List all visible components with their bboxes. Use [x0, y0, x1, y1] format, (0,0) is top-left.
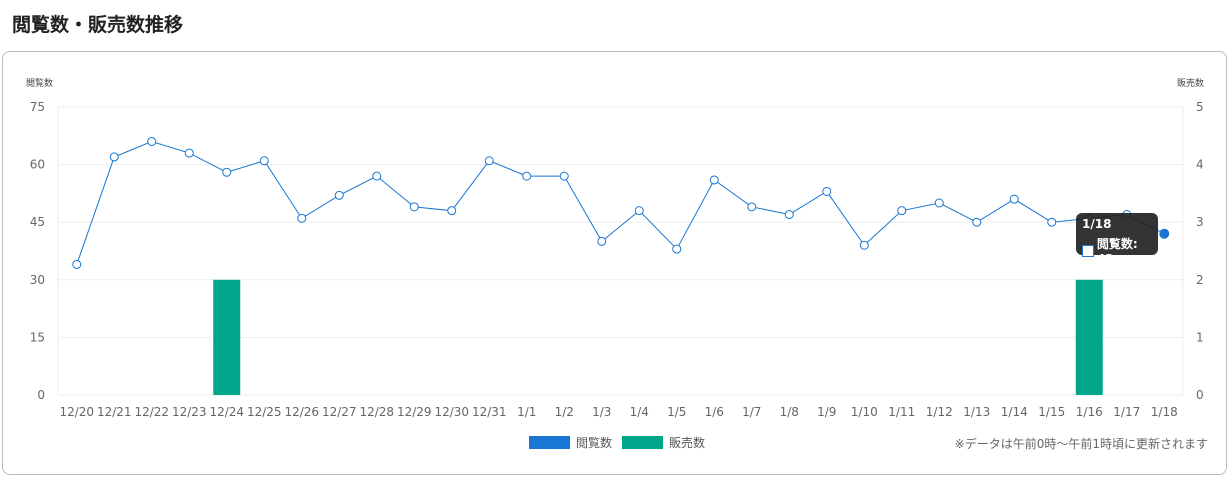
views-point [859, 240, 869, 250]
chart-card [2, 51, 1227, 475]
y-left-tick-label: 15 [30, 330, 45, 344]
y-left-tick-label: 30 [30, 273, 45, 287]
views-point [1047, 217, 1057, 227]
views-point [147, 137, 157, 147]
x-tick-label: 12/24 [209, 405, 244, 419]
views-point [447, 206, 457, 216]
legend-views-swatch [529, 436, 570, 449]
x-tick-label: 12/23 [172, 405, 207, 419]
views-point [897, 206, 907, 216]
views-point [559, 171, 569, 181]
x-tick-label: 12/29 [397, 405, 432, 419]
x-tick-label: 12/25 [247, 405, 282, 419]
x-tick-label: 1/14 [1001, 405, 1028, 419]
y-left-tick-label: 60 [30, 158, 45, 172]
views-point [822, 186, 832, 196]
x-tick-label: 1/3 [592, 405, 611, 419]
views-point [1159, 228, 1170, 239]
x-tick-label: 12/26 [284, 405, 319, 419]
views-point [297, 213, 307, 223]
views-point [109, 152, 119, 162]
x-tick-label: 1/10 [851, 405, 878, 419]
x-tick-label: 1/8 [780, 405, 799, 419]
views-point [972, 217, 982, 227]
x-tick-label: 1/1 [517, 405, 536, 419]
x-tick-label: 1/18 [1151, 405, 1178, 419]
x-tick-label: 1/11 [888, 405, 915, 419]
views-point [522, 171, 532, 181]
x-tick-label: 1/4 [630, 405, 649, 419]
x-tick-label: 1/9 [817, 405, 836, 419]
x-tick-label: 12/21 [97, 405, 132, 419]
y-right-tick-label: 4 [1196, 158, 1204, 172]
views-point [409, 202, 419, 212]
y-right-tick-label: 3 [1196, 215, 1204, 229]
y-left-tick-label: 75 [30, 100, 45, 114]
x-tick-label: 1/16 [1076, 405, 1103, 419]
views-point [634, 206, 644, 216]
views-point [184, 148, 194, 158]
views-point [334, 190, 344, 200]
x-tick-label: 1/5 [667, 405, 686, 419]
views-point [72, 259, 82, 269]
x-tick-label: 12/27 [322, 405, 357, 419]
y-left-tick-label: 45 [30, 215, 45, 229]
x-tick-label: 12/31 [472, 405, 507, 419]
y-right-tick-label: 2 [1196, 273, 1204, 287]
tooltip-date: 1/18 [1082, 217, 1112, 231]
x-tick-label: 12/20 [59, 405, 94, 419]
views-point [259, 156, 269, 166]
views-point [784, 210, 794, 220]
views-point [222, 167, 232, 177]
views-point [597, 236, 607, 246]
page-title: 閲覧数・販売数推移 [12, 14, 184, 36]
tooltip-swatch-icon [1082, 244, 1094, 257]
y-right-tick-label: 1 [1196, 330, 1204, 344]
y-right-axis-label: 販売数 [1177, 77, 1204, 89]
legend-views-label: 閲覧数 [576, 435, 612, 450]
sales-bar [213, 279, 241, 395]
views-point [747, 202, 757, 212]
x-tick-label: 12/30 [434, 405, 469, 419]
legend-sales-swatch [622, 436, 663, 449]
update-note: ※データは午前0時～午前1時頃に更新されます [954, 437, 1208, 451]
x-tick-label: 12/28 [359, 405, 394, 419]
y-right-tick-label: 5 [1196, 100, 1204, 114]
y-left-axis-label: 閲覧数 [26, 77, 53, 89]
x-tick-label: 1/6 [705, 405, 724, 419]
tooltip-value: 閲覧数: 42 [1096, 237, 1138, 266]
views-point [672, 244, 682, 254]
x-tick-label: 1/17 [1113, 405, 1140, 419]
x-tick-label: 1/15 [1038, 405, 1065, 419]
x-tick-label: 1/12 [926, 405, 953, 419]
legend-sales-label: 販売数 [669, 435, 705, 450]
x-tick-label: 1/7 [742, 405, 761, 419]
x-tick-label: 12/22 [134, 405, 169, 419]
views-point [1009, 194, 1019, 204]
x-tick-label: 1/2 [555, 405, 574, 419]
views-line [76, 141, 1165, 265]
views-point [709, 175, 719, 185]
x-tick-label: 1/13 [963, 405, 990, 419]
views-point [484, 156, 494, 166]
y-left-tick-label: 0 [37, 388, 45, 402]
sales-bar [1075, 279, 1103, 395]
y-right-tick-label: 0 [1196, 388, 1204, 402]
views-point [934, 198, 944, 208]
views-point [372, 171, 382, 181]
chart-tooltip: 1/18 閲覧数: 42 [1076, 213, 1158, 266]
